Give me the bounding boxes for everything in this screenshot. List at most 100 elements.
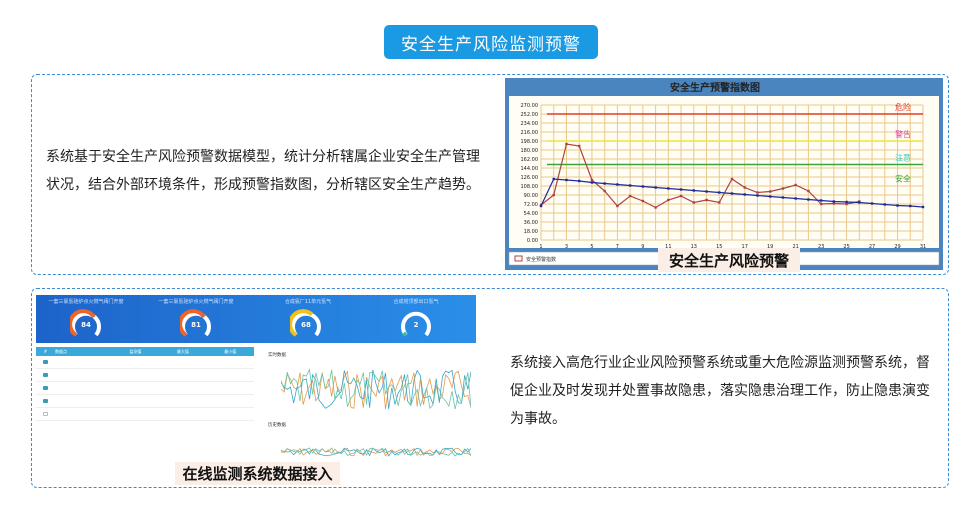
gauge: 68 [290,309,321,337]
data-point [909,204,912,208]
gauge: 81 [180,309,211,337]
x-tick-label: 21 [792,244,798,250]
online-monitoring-panel [31,288,949,488]
history-line-chart [281,447,471,457]
data-point [832,200,836,203]
y-tick-label: 108.00 [521,184,539,190]
mini-series-line [281,368,471,410]
x-tick-label: 15 [716,244,722,250]
data-point [641,185,645,188]
data-point [616,204,619,208]
x-tick-label: 11 [665,244,671,250]
data-point [794,183,797,187]
gauge-value: 68 [301,321,311,329]
data-point [692,201,695,204]
data-point [552,193,555,197]
row-checkbox[interactable] [36,385,55,391]
x-tick-label: 31 [920,244,926,250]
table-row [36,369,254,382]
gauge: 84 [70,309,101,337]
data-point [769,195,772,198]
y-tick-label: 234.00 [521,121,539,127]
gauge-track [71,311,101,337]
threshold-label: 危险 [895,102,911,112]
gauge: 2 [400,309,431,337]
data-point [870,202,874,205]
y-tick-label: 216.00 [521,130,539,136]
gauge-track [181,311,211,337]
table-row [36,408,254,421]
gauge-value: 2 [414,321,419,329]
gauge-fill [70,309,96,337]
gauge-value: 84 [81,321,91,329]
data-point [539,204,543,208]
data-point [628,194,632,198]
data-point [641,199,645,203]
data-point [628,184,632,187]
data-point [756,194,759,197]
mini-series-line [281,369,471,410]
y-tick-label: 36.00 [524,220,538,226]
dashboard-caption: 在线监测系统数据接入 [175,462,340,485]
data-point [565,142,568,146]
data-point [603,189,606,193]
plot-background [509,96,939,248]
x-tick-label: 9 [641,244,644,250]
gauge-header: 一套三氯氢硅炉点火燃气阀门开度 一套三氯氢硅炉点火燃气阀门开度 合成氨厂11单元… [36,295,476,343]
data-point [781,187,785,190]
data-point [896,204,899,207]
table-row [36,382,254,395]
data-point [705,190,708,193]
y-tick-label: 18.00 [524,229,538,235]
x-tick-label: 3 [565,244,568,250]
gauge-fill [180,309,206,337]
data-point [578,144,581,148]
y-tick-label: 144.00 [521,166,539,172]
data-point [781,196,785,199]
row-checkbox[interactable] [36,398,55,404]
gauge-title: 一套三氯氢硅炉点火燃气阀门开度 [158,299,234,305]
data-point [667,187,670,190]
data-point [819,199,823,202]
x-tick-label: 5 [590,244,593,250]
table-row [36,395,254,408]
risk-warning-panel [31,74,949,275]
monitoring-table: # 数据点 监测值 最大值 最小值 [36,347,254,421]
data-point [654,186,657,189]
y-tick-label: 270.00 [521,103,539,109]
legend-swatch [514,255,523,262]
x-tick-label: 27 [869,244,875,250]
risk-warning-description: 系统基于安全生产风险预警数据模型，统计分析辖属企业安全生产管理状况，结合外部环境… [46,149,480,193]
data-point [730,177,734,181]
data-point [603,182,606,185]
gauge-title: 合成塔顶部出口氢气 [393,299,439,305]
data-point [565,178,568,182]
data-point [718,201,721,204]
x-tick-label: 29 [894,244,900,250]
y-tick-label: 90.00 [524,193,538,199]
data-point [616,183,619,186]
row-checkbox[interactable] [36,411,55,417]
row-checkbox[interactable] [36,372,55,378]
data-point [858,201,861,204]
data-point [654,206,657,209]
data-point [743,186,746,189]
data-point [590,181,594,184]
data-point [705,198,708,202]
gauge-track [291,311,321,337]
table-header: # 数据点 监测值 最大值 最小值 [36,347,254,356]
data-point [679,188,683,191]
chart-title: 安全生产预警指数图 [670,81,760,94]
legend-label: 安全预警指数 [526,256,556,263]
y-tick-label: 162.00 [521,157,539,163]
data-point [590,178,594,182]
row-checkbox[interactable] [36,359,55,365]
y-tick-label: 180.00 [521,148,539,154]
y-tick-label: 54.00 [524,211,538,217]
y-tick-label: 72.00 [524,202,538,208]
history-title: 历史数据 [268,423,286,428]
realtime-title: 实时数据 [268,353,286,358]
data-point [845,200,848,204]
data-point [819,202,823,206]
data-point [578,179,581,183]
